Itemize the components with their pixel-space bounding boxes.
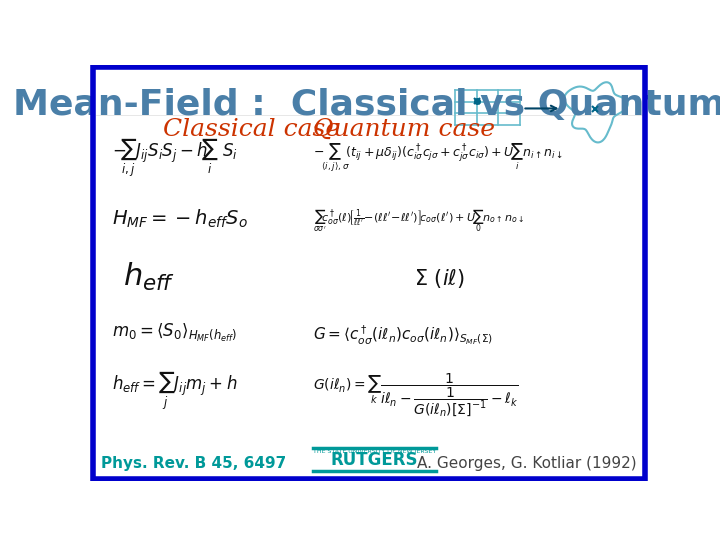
Text: $\Sigma\ (i\ell)$: $\Sigma\ (i\ell)$ — [413, 267, 464, 291]
Text: Quantum case: Quantum case — [313, 118, 495, 141]
Text: $G(i\ell_n) = \sum_k \dfrac{1}{i\ell_n - \dfrac{1}{G(i\ell_n)[\Sigma]^{-1}} - \e: $G(i\ell_n) = \sum_k \dfrac{1}{i\ell_n -… — [313, 372, 518, 419]
Text: $\sum_{\sigma\sigma^\prime}\!\! c^\dagger_{o\sigma}(\ell)\!\left[\frac{1}{\ell\e: $\sum_{\sigma\sigma^\prime}\!\! c^\dagge… — [313, 207, 525, 234]
Text: $-\!\sum_{\langle i,j\rangle,\sigma}\!(t_{ij}+\mu\delta_{ij})(c^\dagger_{i\sigma: $-\!\sum_{\langle i,j\rangle,\sigma}\!(t… — [313, 142, 563, 174]
Text: $-\!\!\sum_{i,j} J_{ij}S_iS_j - h\!\!\sum_i\ S_i$: $-\!\!\sum_{i,j} J_{ij}S_iS_j - h\!\!\su… — [112, 137, 238, 180]
Text: Mean-Field :  Classical vs Quantum: Mean-Field : Classical vs Quantum — [13, 87, 720, 122]
Text: Phys. Rev. B 45, 6497: Phys. Rev. B 45, 6497 — [101, 456, 287, 471]
Text: $m_0 = \langle S_0\rangle_{H_{MF}(h_{eff})}$: $m_0 = \langle S_0\rangle_{H_{MF}(h_{eff… — [112, 322, 238, 344]
Text: $H_{MF} = -h_{eff}S_o$: $H_{MF} = -h_{eff}S_o$ — [112, 207, 248, 230]
Text: $h_{eff}$: $h_{eff}$ — [124, 261, 176, 293]
Text: $G = \langle c^\dagger_{o\sigma}(i\ell_n)c_{o\sigma}(i\ell_n)\rangle_{S_{MF}(\Si: $G = \langle c^\dagger_{o\sigma}(i\ell_n… — [313, 323, 493, 347]
Text: A. Georges, G. Kotliar (1992): A. Georges, G. Kotliar (1992) — [417, 456, 637, 471]
Text: Classical case: Classical case — [163, 118, 340, 141]
Text: RUTGERS: RUTGERS — [330, 451, 418, 469]
Text: THE STATE UNIVERSITY OF NEW JERSEY: THE STATE UNIVERSITY OF NEW JERSEY — [313, 449, 436, 454]
Text: $h_{eff} = \sum_j J_{ij}m_j + h$: $h_{eff} = \sum_j J_{ij}m_j + h$ — [112, 370, 238, 413]
